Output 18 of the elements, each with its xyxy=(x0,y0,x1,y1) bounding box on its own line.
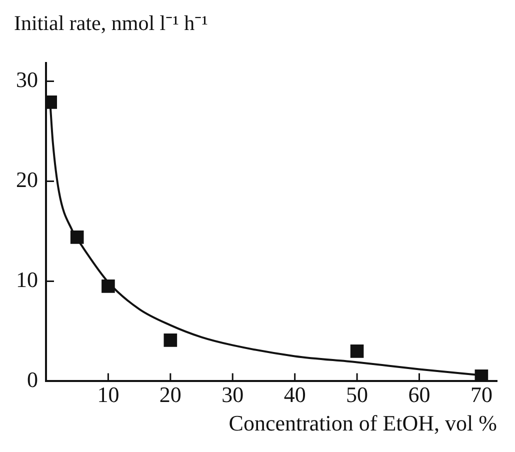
x-tick-label: 20 xyxy=(159,382,182,408)
y-tick-label: 20 xyxy=(16,166,38,192)
point xyxy=(474,370,488,382)
y-tick-label: 30 xyxy=(16,66,38,92)
y-tick-label: 10 xyxy=(16,266,38,292)
x-tick-label: 50 xyxy=(346,382,368,408)
point xyxy=(164,334,178,347)
x-tick-label: 60 xyxy=(408,382,430,408)
x-axis-title: Concentration of EtOH, vol % xyxy=(228,410,497,436)
x-tick-label: 10 xyxy=(97,382,120,408)
x-tick-label: 30 xyxy=(222,382,244,408)
point xyxy=(70,230,84,244)
y-tick-label: 0 xyxy=(27,366,38,392)
point xyxy=(350,344,364,358)
x-tick-label: 70 xyxy=(470,382,492,408)
point xyxy=(102,280,115,293)
y-axis-title: Initial rate, nmol l⁻¹ h⁻¹ xyxy=(14,10,208,36)
x-tick-label: 40 xyxy=(284,382,306,408)
